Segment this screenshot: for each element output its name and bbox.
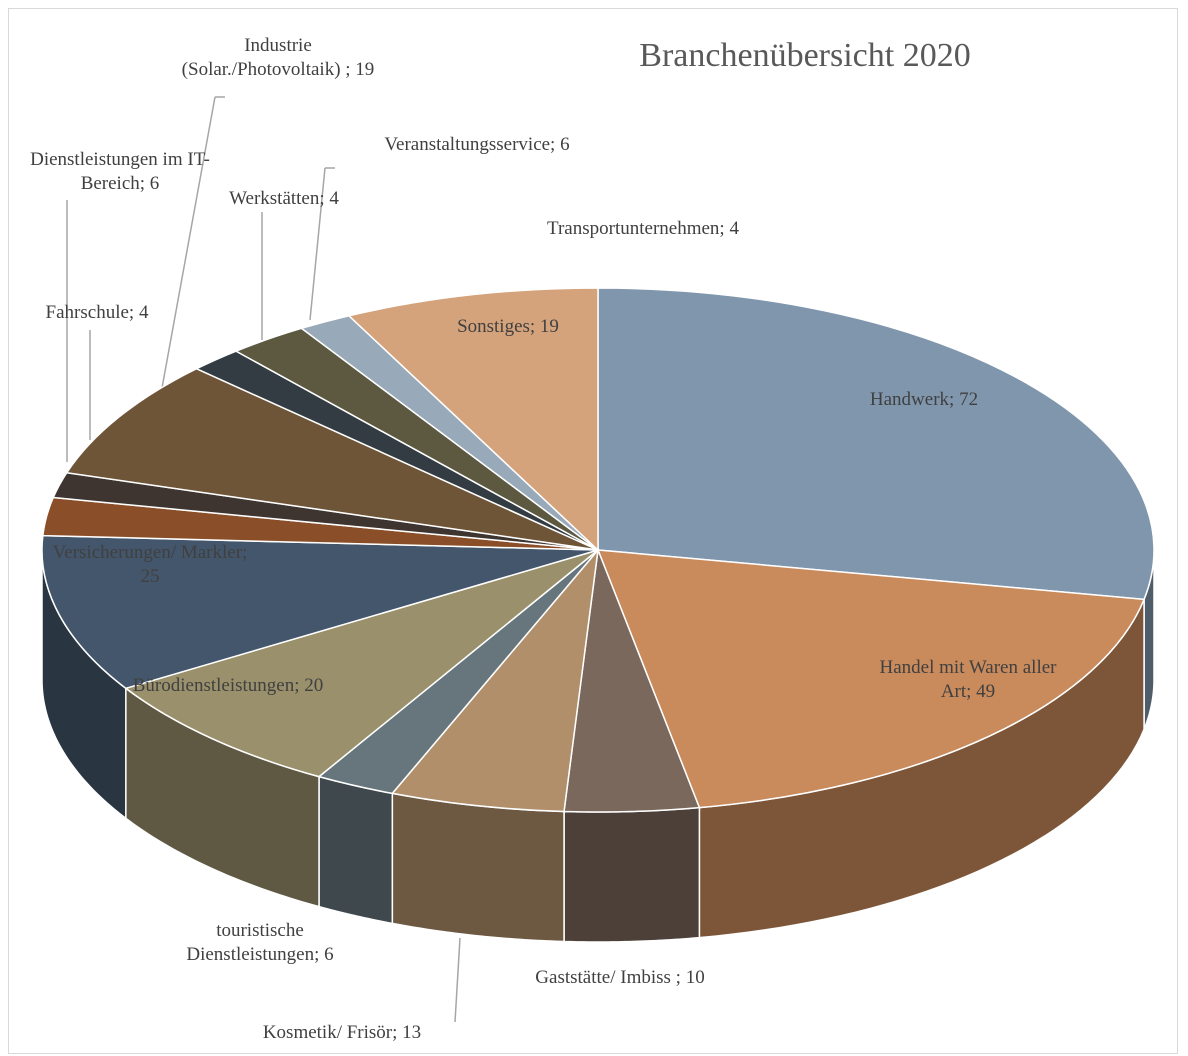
- data-label: Handwerk; 72: [869, 389, 979, 410]
- slice: [596, 549, 1146, 809]
- slice: [41, 534, 599, 690]
- slice-side: [318, 775, 394, 925]
- data-label: Fahrschule; 4: [45, 302, 149, 323]
- chart-title: Branchenübersicht 2020: [639, 37, 971, 74]
- chart-frame: [8, 8, 1178, 1054]
- data-label: Bürodienstleistungen; 20: [132, 675, 324, 696]
- slice: [597, 287, 1155, 601]
- slice: [65, 367, 599, 551]
- slice: [390, 547, 600, 813]
- slice-side: [391, 792, 565, 943]
- slice-side: [563, 806, 701, 943]
- leader-line: [454, 937, 461, 1023]
- data-label: Dienstleistungen im IT-Bereich; 6: [30, 149, 210, 194]
- leader-line: [309, 167, 326, 321]
- data-label: Sonstiges; 19: [457, 316, 559, 337]
- data-label: Transportunternehmen; 4: [547, 218, 739, 239]
- data-label: Handel mit Waren aller Art; 49: [879, 657, 1057, 702]
- data-label: Industrie (Solar./Photovoltaik) ; 19: [181, 35, 375, 80]
- data-label: Veranstaltungsservice; 6: [384, 134, 570, 155]
- data-label: Kosmetik/ Frisör; 13: [262, 1022, 422, 1043]
- leader-lines: [66, 96, 461, 1023]
- slice: [347, 287, 599, 552]
- leader-line: [161, 96, 216, 389]
- data-label: Werkstätten; 4: [229, 188, 339, 209]
- pie-tops: [41, 287, 1155, 813]
- data-label: Gaststätte/ Imbiss ; 10: [535, 967, 705, 988]
- slice: [124, 549, 599, 778]
- data-label: touristische Dienstleistungen; 6: [186, 920, 334, 965]
- data-label: Versicherungen/ Markler; 25: [52, 542, 248, 587]
